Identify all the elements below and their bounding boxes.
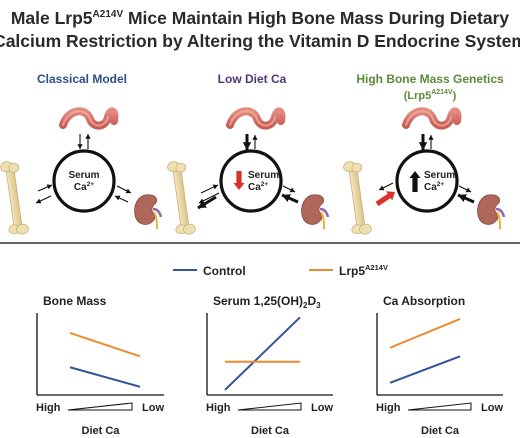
model-title-low-diet-ca: Low Diet Ca xyxy=(218,72,287,86)
bone-to-serum-arrow-head xyxy=(212,184,218,190)
serum-ca-label: Ca2+ xyxy=(248,181,268,193)
intestine-highlight-icon xyxy=(229,110,276,127)
bone-to-serum-arrow-head xyxy=(46,184,52,190)
decrease-wedge-icon xyxy=(237,402,302,411)
series-line-lrp5 xyxy=(389,317,461,349)
chart-panel-2: Serum 1,25(OH)2D3 High Low Diet Ca xyxy=(206,294,333,437)
x-tick-low: Low xyxy=(481,402,503,414)
intestine-highlight-icon xyxy=(405,110,452,127)
gut-to-serum-arrow-head xyxy=(77,144,83,149)
serum-to-gut-arrow-head xyxy=(252,135,258,140)
legend-label-control: Control xyxy=(203,264,246,278)
serum-to-bone-arrow-head xyxy=(379,185,385,191)
series-line-control xyxy=(224,316,301,391)
kidney-icon xyxy=(134,194,163,230)
intestine-highlight-icon xyxy=(62,110,109,127)
chart-title: Bone Mass xyxy=(43,294,107,308)
series-line-control xyxy=(389,355,461,384)
kidney-icon xyxy=(301,194,330,230)
model-title-high-bone-mass: High Bone Mass Genetics xyxy=(356,72,504,86)
bone-resorption-arrow-head xyxy=(198,200,207,208)
serum-label: Serum xyxy=(424,170,455,181)
serum-circle xyxy=(219,149,283,213)
page-title: Male Lrp5A214V Mice Maintain High Bone M… xyxy=(11,8,510,28)
x-tick-high: High xyxy=(376,402,401,414)
x-axis-label: Diet Ca xyxy=(421,425,460,437)
bone-icon xyxy=(0,161,29,235)
x-axis-label: Diet Ca xyxy=(251,425,290,437)
kidney-to-serum-arrow-head xyxy=(115,195,121,201)
chart-panel-3: Ca Absorption High Low Diet Ca xyxy=(376,294,503,437)
decrease-wedge-icon xyxy=(407,402,472,411)
model-title-classical: Classical Model xyxy=(37,72,127,86)
legend: Control Lrp5A214V xyxy=(173,263,388,278)
gut-to-serum-arrow-head xyxy=(418,142,428,150)
x-tick-low: Low xyxy=(311,402,333,414)
kidney-to-serum-arrow-head xyxy=(458,194,467,203)
x-tick-low: Low xyxy=(142,402,164,414)
series-line-lrp5 xyxy=(69,331,141,358)
serum-to-gut-arrow-head xyxy=(428,135,434,140)
serum-to-bone-arrow-head xyxy=(36,198,42,204)
serum-increase-arrow xyxy=(409,171,421,192)
serum-label: Serum xyxy=(248,170,279,181)
serum-circle xyxy=(52,149,116,213)
model-subtitle-lrp5: (Lrp5A214V) xyxy=(404,89,457,102)
serum-to-kidney-arrow-head xyxy=(289,187,295,193)
serum-ca-label: Ca2+ xyxy=(424,181,444,193)
chart-title: Serum 1,25(OH)2D3 xyxy=(213,294,321,310)
serum-ca-label: Ca2+ xyxy=(74,181,94,193)
serum-to-kidney-arrow-head xyxy=(465,187,471,193)
serum-to-gut-arrow-head xyxy=(85,134,91,139)
kidney-to-serum-arrow-head xyxy=(282,194,291,203)
legend-label-lrp5: Lrp5A214V xyxy=(339,263,388,278)
serum-to-kidney-arrow-head xyxy=(125,188,131,194)
decrease-wedge-icon xyxy=(67,402,133,411)
kidney-icon xyxy=(477,194,506,230)
gut-to-serum-arrow-head xyxy=(242,142,252,150)
serum-decrease-arrow xyxy=(233,171,245,190)
x-tick-high: High xyxy=(36,402,61,414)
chart-panel-1: Bone Mass High Low Diet Ca xyxy=(36,294,164,437)
page-subtitle: Calcium Restriction by Altering the Vita… xyxy=(0,31,520,51)
bone-icon xyxy=(343,161,372,235)
x-axis-label: Diet Ca xyxy=(82,425,121,437)
serum-circle xyxy=(395,149,459,213)
bone-to-serum-red-arrow xyxy=(375,191,395,207)
chart-title: Ca Absorption xyxy=(383,294,465,308)
x-tick-high: High xyxy=(206,402,231,414)
bone-icon xyxy=(167,161,196,235)
series-line-control xyxy=(69,366,141,388)
serum-label: Serum xyxy=(68,170,99,181)
